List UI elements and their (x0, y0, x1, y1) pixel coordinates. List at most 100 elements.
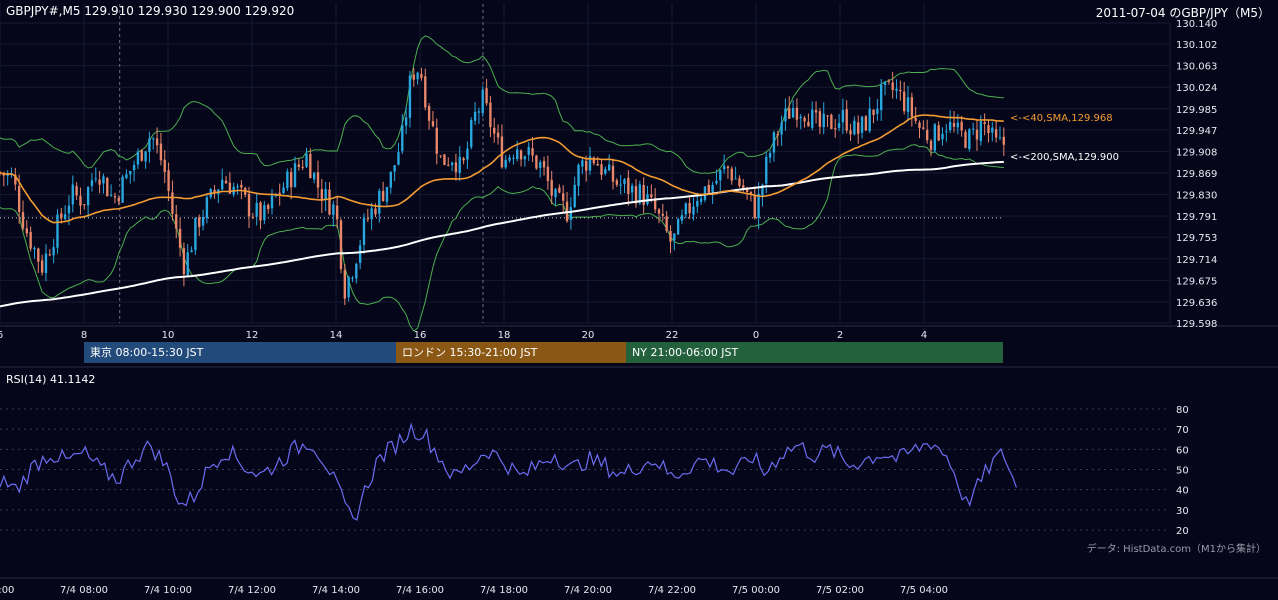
bollinger-lower (0, 144, 1004, 332)
candle-body (267, 204, 270, 210)
candle-body (929, 140, 933, 150)
candle-body (757, 193, 760, 219)
time-tick-label: 7/4 18:00 (480, 585, 528, 596)
candle-body (964, 131, 967, 148)
candle-body (596, 163, 599, 166)
sma40-label: <-<40,SMA,129.968 (1010, 113, 1113, 124)
price-tick-label: 129.714 (1176, 255, 1217, 266)
candle-body (435, 127, 438, 154)
candle-body (500, 136, 504, 168)
candle-body (83, 204, 86, 206)
price-tick-label: 129.908 (1176, 147, 1217, 158)
sma200-line (0, 160, 1004, 308)
candle-body (849, 130, 852, 135)
price-tick-label: 130.102 (1176, 40, 1217, 51)
candle-body (673, 233, 676, 241)
candle-body (730, 168, 733, 181)
candle-body (745, 188, 749, 192)
candle-body (925, 129, 929, 141)
time-tick-label: 06:00 (0, 585, 14, 596)
candle-body (17, 185, 21, 212)
candle-body (914, 117, 917, 121)
candle-body (14, 174, 17, 185)
candle-body (818, 111, 822, 127)
data-source-note: データ: HistData.com（M1から集計） (1086, 544, 1266, 555)
candle-body (860, 116, 864, 133)
candle-body (799, 116, 802, 119)
candle-body (136, 151, 140, 165)
candle-body (516, 149, 519, 160)
candle-body (21, 212, 25, 229)
candle-body (171, 192, 174, 214)
candle-body (807, 121, 810, 127)
candle-body (481, 89, 484, 114)
candle-body (638, 184, 642, 204)
session-london: ロンドン 15:30-21:00 JST (396, 342, 626, 363)
candle-body (163, 159, 166, 172)
candle-body (33, 248, 36, 250)
candle-body (75, 186, 78, 196)
time-tick-label: 7/4 12:00 (228, 585, 276, 596)
sma200-label: <-<200,SMA,129.900 (1010, 152, 1119, 163)
candle-body (370, 208, 373, 220)
candle-body (891, 82, 894, 90)
candle-body (627, 177, 630, 194)
candle-body (653, 198, 657, 210)
candle-body (44, 253, 48, 273)
candle-body (971, 128, 975, 130)
candle-body (52, 247, 55, 256)
candle-body (155, 138, 159, 146)
candle-body (102, 176, 105, 184)
rsi-tick-label: 50 (1176, 466, 1189, 477)
rsi-tick-label: 70 (1176, 425, 1189, 436)
candle-body (228, 182, 232, 194)
candle-body (791, 107, 795, 118)
candle-body (948, 122, 952, 131)
candle-body (358, 245, 362, 263)
candle-body (650, 194, 653, 198)
candle-body (719, 169, 722, 181)
candle-body (952, 122, 956, 127)
candle-body (159, 143, 163, 161)
candle-body (902, 91, 906, 112)
candle-body (577, 164, 580, 186)
candle-body (71, 184, 74, 205)
candle-body (837, 123, 841, 128)
candle-body (868, 108, 871, 132)
candle-body (293, 163, 297, 187)
candle-body (657, 209, 661, 214)
candle-body (316, 172, 320, 188)
time-tick-label: 7/4 10:00 (144, 585, 192, 596)
candle-body (381, 191, 385, 201)
candle-body (554, 189, 557, 198)
candle-body (182, 248, 186, 275)
hour-tick-label: 14 (330, 330, 343, 341)
time-tick-label: 7/4 08:00 (60, 585, 108, 596)
hour-tick-label: 2 (837, 330, 843, 341)
candle-body (742, 185, 745, 190)
candle-body (876, 108, 879, 114)
rsi-tick-label: 80 (1176, 405, 1189, 416)
price-tick-label: 129.830 (1176, 191, 1217, 202)
candle-body (374, 208, 377, 215)
time-tick-label: 7/4 16:00 (396, 585, 444, 596)
time-tick-label: 7/4 22:00 (648, 585, 696, 596)
candle-body (489, 102, 492, 128)
candle-body (998, 137, 1002, 139)
price-tick-label: 129.675 (1176, 276, 1217, 287)
candle-body (213, 189, 216, 193)
candle-body (937, 125, 940, 141)
candle-body (619, 184, 622, 186)
candle-body (201, 217, 205, 226)
candle-body (592, 157, 596, 164)
grid (0, 3, 1278, 579)
candle-body (301, 166, 304, 168)
candle-body (473, 111, 477, 121)
candle-body (968, 129, 971, 149)
candle-body (178, 228, 182, 248)
hour-axis: 6 8 10 12 14 16 18 20 22 0 2 4 (0, 330, 927, 341)
candle-body (573, 184, 576, 207)
candle-body (129, 171, 132, 175)
candle-body (416, 72, 419, 80)
